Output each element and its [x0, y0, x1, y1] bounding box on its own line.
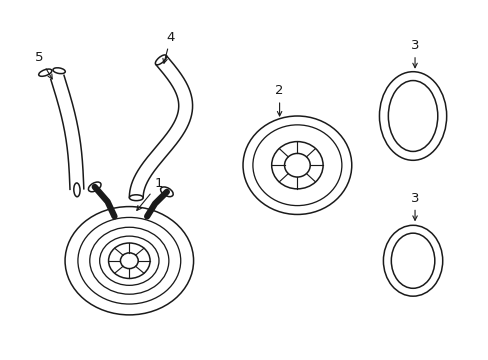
Text: 3: 3 [410, 192, 418, 220]
Text: 5: 5 [35, 51, 52, 79]
Ellipse shape [74, 183, 80, 197]
Ellipse shape [39, 69, 52, 76]
Ellipse shape [88, 182, 101, 192]
Text: 3: 3 [410, 39, 418, 68]
Ellipse shape [129, 195, 143, 201]
Ellipse shape [160, 187, 173, 197]
Ellipse shape [53, 68, 65, 74]
Ellipse shape [155, 55, 166, 65]
Text: 2: 2 [275, 84, 283, 116]
Text: 1: 1 [137, 177, 163, 210]
Text: 4: 4 [163, 31, 175, 63]
